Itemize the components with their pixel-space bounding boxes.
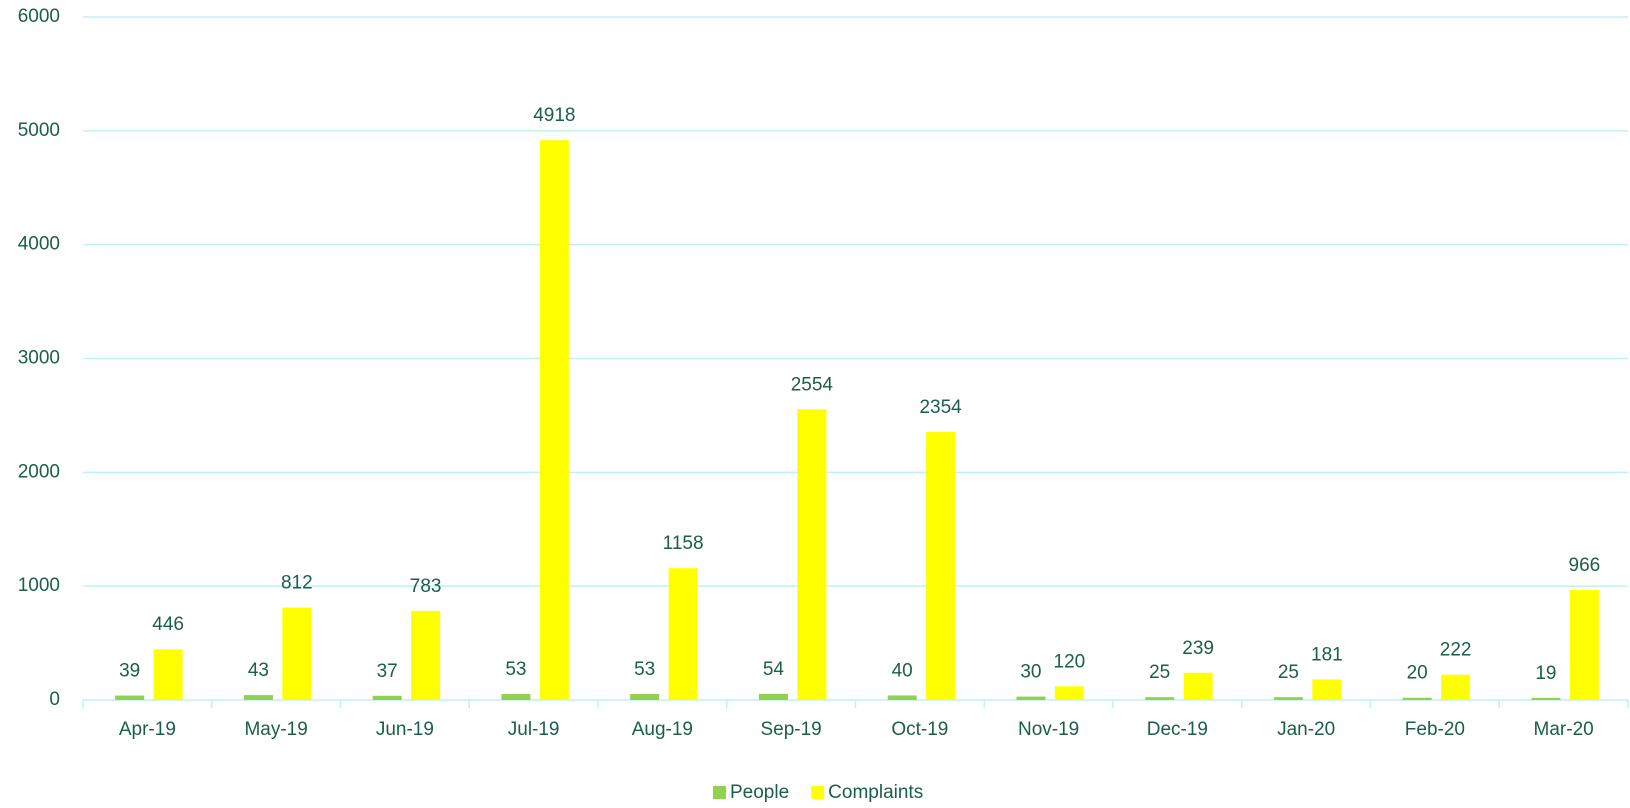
value-label: 25 [1149, 662, 1170, 683]
value-label: 40 [892, 660, 913, 681]
bar [282, 607, 312, 700]
value-label: 239 [1182, 638, 1214, 659]
bar [1183, 672, 1213, 700]
value-label: 181 [1311, 644, 1343, 665]
x-tick-label: Aug-19 [632, 719, 693, 740]
value-label: 54 [763, 659, 785, 680]
value-label: 19 [1535, 663, 1556, 684]
value-label: 2554 [791, 374, 834, 395]
value-label: 783 [410, 576, 442, 597]
x-tick-label: Apr-19 [119, 719, 176, 740]
value-label: 120 [1054, 651, 1086, 672]
bar [115, 695, 145, 700]
bar [926, 432, 956, 700]
value-label: 446 [152, 614, 184, 635]
x-tick-label: Nov-19 [1018, 719, 1079, 740]
bar [1402, 697, 1432, 700]
value-label: 25 [1278, 662, 1299, 683]
value-label: 43 [248, 660, 269, 681]
x-tick-label: Jan-20 [1277, 719, 1335, 740]
y-tick-label: 0 [49, 689, 60, 710]
value-label: 53 [505, 659, 526, 680]
x-tick-label: Jun-19 [376, 719, 434, 740]
bar [1312, 679, 1342, 700]
y-tick-label: 4000 [18, 234, 60, 255]
bar [372, 695, 402, 700]
bar [758, 693, 788, 700]
bar [1054, 686, 1084, 700]
bar [630, 693, 660, 700]
y-tick-label: 3000 [18, 348, 60, 369]
legend-label: People [730, 782, 789, 803]
bar [1273, 697, 1303, 700]
x-tick-label: May-19 [244, 719, 307, 740]
bar [1531, 697, 1561, 700]
value-label: 812 [281, 573, 313, 594]
x-tick-label: Dec-19 [1147, 719, 1208, 740]
x-tick-label: Oct-19 [891, 719, 948, 740]
bar [1145, 697, 1175, 700]
x-tick-label: Mar-20 [1534, 719, 1594, 740]
value-label: 966 [1569, 555, 1601, 576]
value-label: 4918 [533, 105, 575, 126]
bar [887, 695, 917, 700]
value-label: 2354 [919, 397, 962, 418]
value-label: 20 [1407, 663, 1428, 684]
y-tick-label: 2000 [18, 461, 60, 482]
legend-label: Complaints [828, 782, 923, 803]
y-tick-label: 1000 [18, 575, 60, 596]
x-tick-label: Jul-19 [508, 719, 560, 740]
bar [1569, 590, 1599, 700]
x-tick-label: Feb-20 [1405, 719, 1465, 740]
y-tick-label: 5000 [18, 120, 60, 141]
bar [797, 409, 827, 700]
bar [243, 695, 273, 700]
value-label: 39 [119, 661, 140, 682]
value-label: 37 [377, 661, 398, 682]
bar [1441, 674, 1471, 700]
legend-swatch [713, 786, 726, 799]
legend-swatch [811, 786, 825, 799]
bar [501, 693, 531, 700]
bar [1016, 696, 1046, 700]
value-label: 30 [1020, 662, 1041, 683]
x-tick-label: Sep-19 [760, 719, 821, 740]
bar [411, 610, 441, 700]
value-label: 53 [634, 659, 655, 680]
value-label: 222 [1440, 640, 1472, 661]
bar [668, 568, 698, 700]
bar [539, 140, 569, 700]
value-label: 1158 [663, 533, 704, 554]
bar [153, 649, 183, 700]
y-tick-label: 6000 [18, 6, 60, 27]
